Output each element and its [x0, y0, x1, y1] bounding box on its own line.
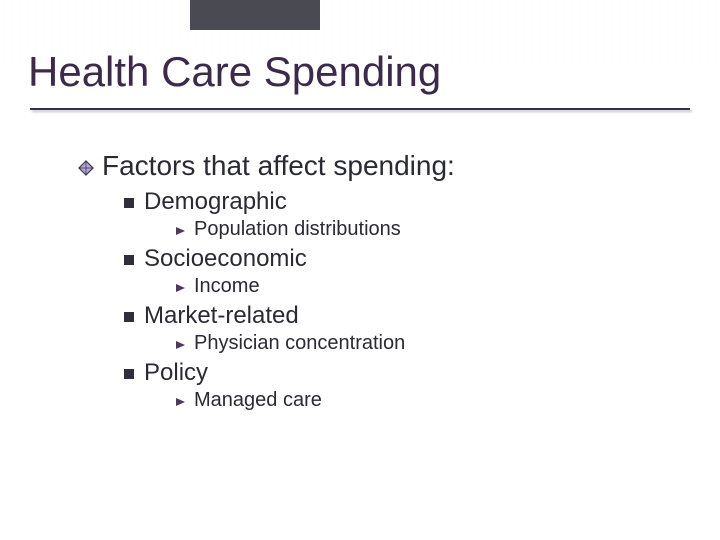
- level2-text: Policy: [144, 359, 208, 387]
- square-bullet-icon: [124, 255, 134, 265]
- dark-accent-bar: [190, 0, 320, 30]
- bullet-level2: Policy: [124, 359, 678, 387]
- triangle-bullet-icon: [174, 339, 186, 351]
- content-area: Factors that affect spending: Demographi…: [78, 150, 678, 416]
- diamond-bullet-icon: [78, 160, 94, 176]
- level2-text: Socioeconomic: [144, 245, 307, 273]
- level3-text: Physician concentration: [194, 332, 405, 355]
- title-underline: [30, 108, 690, 110]
- bullet-level3: Income: [174, 275, 678, 298]
- triangle-bullet-icon: [174, 225, 186, 237]
- triangle-bullet-icon: [174, 282, 186, 294]
- slide-title: Health Care Spending: [28, 48, 441, 96]
- level2-text: Demographic: [144, 188, 287, 216]
- bullet-level2: Socioeconomic: [124, 245, 678, 273]
- level3-text: Managed care: [194, 389, 322, 412]
- bullet-level3: Physician concentration: [174, 332, 678, 355]
- bullet-level3: Population distributions: [174, 218, 678, 241]
- level2-text: Market-related: [144, 302, 299, 330]
- level3-text: Population distributions: [194, 218, 401, 241]
- square-bullet-icon: [124, 369, 134, 379]
- bullet-level2: Demographic: [124, 188, 678, 216]
- level1-text: Factors that affect spending:: [102, 150, 455, 182]
- bullet-level1: Factors that affect spending:: [78, 150, 678, 182]
- square-bullet-icon: [124, 312, 134, 322]
- square-bullet-icon: [124, 198, 134, 208]
- bullet-level3: Managed care: [174, 389, 678, 412]
- bullet-level2: Market-related: [124, 302, 678, 330]
- triangle-bullet-icon: [174, 396, 186, 408]
- level3-text: Income: [194, 275, 260, 298]
